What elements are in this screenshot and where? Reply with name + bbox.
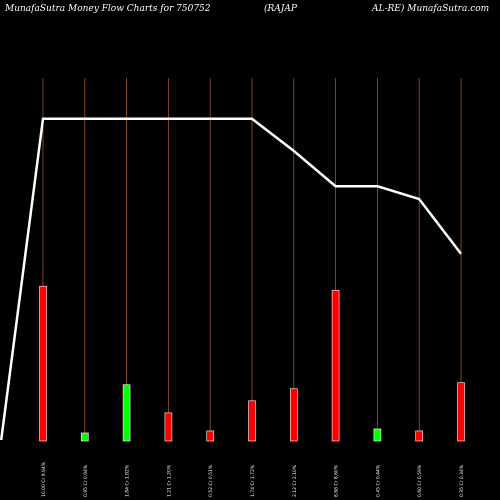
x-tick-labels: 10.00 Cr 9.94% 0.95 Cr 0.94% 1.84 Cr 1.82%… (41, 461, 465, 497)
x-tick-label: 0.45 Cr 0.44% (375, 464, 381, 497)
bar (39, 285, 47, 442)
bar (81, 432, 89, 442)
x-tick-label: 0.60 Cr 0.59% (417, 464, 423, 497)
gridlines (42, 78, 462, 441)
x-tick-label: 0.95 Cr 0.94% (83, 464, 89, 497)
site-name: AL-RE) MunafaSutra.com (372, 4, 490, 14)
price-line (0, 117, 462, 441)
x-tick-label: 1.74 Cr 1.72% (250, 464, 256, 497)
bar (248, 400, 256, 442)
chart-title: MunafaSutra Money Flow Charts for 750752 (5, 4, 211, 14)
chart-title-symbol: (RAJAP (264, 4, 297, 14)
bar (164, 412, 173, 442)
x-tick-label: 10.00 Cr 9.94% (41, 461, 47, 497)
bar (457, 382, 465, 442)
bars (39, 285, 465, 442)
bar (331, 289, 340, 442)
bar (415, 430, 424, 442)
x-tick-label: 1.84 Cr 1.82% (125, 464, 131, 497)
x-tick-label: 8.68 Cr 8.60% (334, 464, 340, 497)
x-tick-label: 1.21 Cr 1.20% (166, 464, 172, 497)
x-tick-label: 2.12 Cr 2.10% (292, 464, 298, 497)
bar (122, 384, 131, 442)
bar (289, 388, 298, 442)
bar (206, 430, 214, 442)
x-tick-label: 0.52 Cr 0.51% (208, 464, 214, 497)
x-tick-label: 0.35 Cr 0.34% (459, 464, 465, 497)
bar (373, 428, 382, 442)
